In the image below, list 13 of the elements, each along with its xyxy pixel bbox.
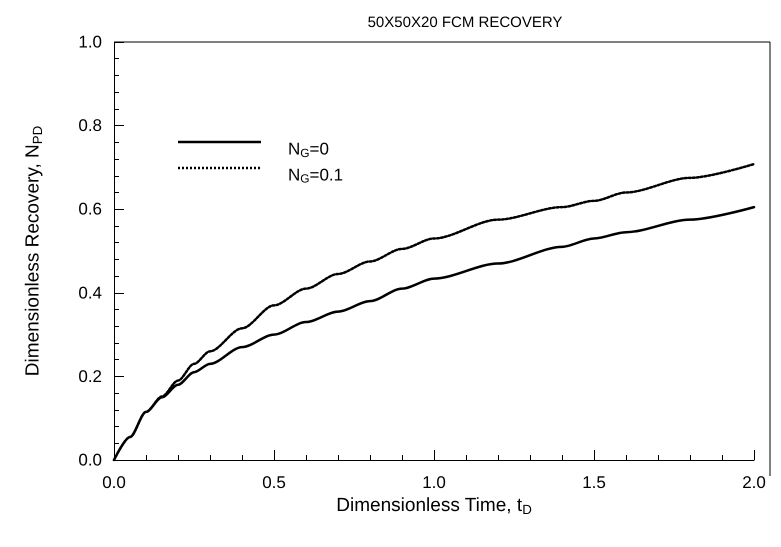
y-tick-label: 0.8: [78, 116, 102, 136]
x-tick-label: 1.0: [422, 473, 446, 492]
y-tick-label: 0.2: [78, 366, 102, 386]
x-tick-label: 2.0: [742, 473, 766, 492]
y-tick-label: 0.4: [78, 283, 102, 302]
x-tick-label: 0.0: [102, 473, 126, 492]
chart-title: 50X50X20 FCM RECOVERY: [368, 14, 562, 31]
x-tick-label: 1.5: [582, 473, 606, 492]
y-axis-title: Dimensionless Recovery, NPD: [22, 126, 45, 376]
y-tick-label: 0.6: [78, 200, 102, 219]
y-tick-label: 1.0: [78, 32, 102, 52]
y-tick-label: 0.0: [78, 450, 102, 470]
x-tick-label: 0.5: [262, 473, 286, 492]
